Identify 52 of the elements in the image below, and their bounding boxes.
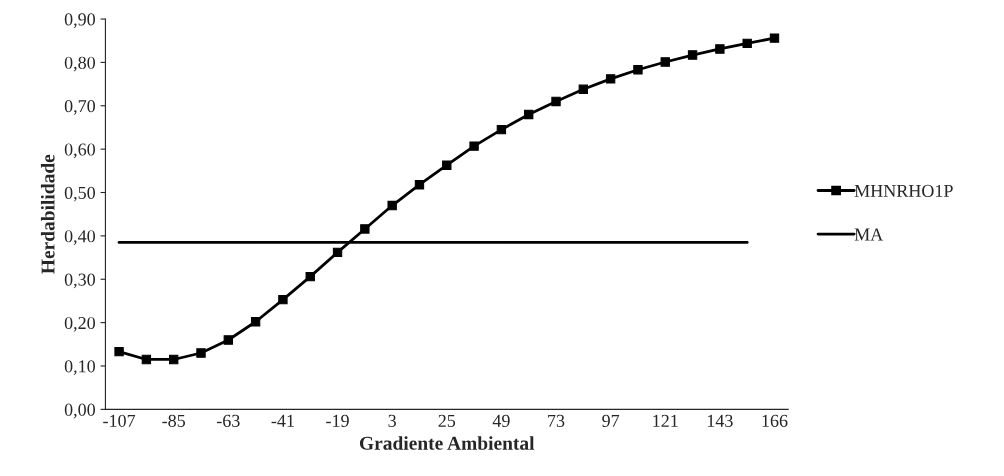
point [578,84,589,94]
y-tick-label: 0,10 [64,360,96,376]
y-tick-label: 0,00 [64,403,96,419]
point [141,354,152,365]
x-tick-label: -19 [326,414,349,427]
point [414,180,425,190]
point [196,348,206,358]
x-tick-label: -107 [103,414,136,427]
point [332,247,343,258]
y-tick-label: 0,40 [64,230,96,245]
y-tick-label: 0,80 [64,56,96,72]
x-tick-label: -63 [216,414,240,427]
point [387,200,397,211]
x-tick-label: -41 [271,414,294,427]
point [742,38,752,49]
point [442,160,452,170]
point [305,271,315,282]
point [250,317,261,327]
legend-label: MA [854,228,884,241]
point [660,57,670,67]
x-tick-label: 143 [707,414,733,427]
y-tick-label: 0,60 [64,143,96,159]
point [687,50,698,60]
x-axis-title: Gradiente Ambiental [359,436,535,450]
y-tick-label: 0,70 [64,100,96,115]
x-tick-label: 3 [388,414,396,427]
y-tick-label: 0,30 [64,273,96,289]
point [605,74,616,84]
point [469,141,479,151]
point [114,346,124,357]
x-tick-label: 166 [762,414,788,427]
x-tick-label: 73 [548,414,565,427]
y-tick-label: 0,50 [64,186,96,202]
point [715,44,725,54]
y-tick-label: 0,20 [64,316,96,332]
y-tick-label: 0,90 [64,13,96,29]
point [551,96,561,107]
point [769,33,780,43]
y-axis-title: Herdabilidade [40,154,55,274]
x-tick-label: 121 [653,414,678,427]
point [223,335,233,345]
x-tick-label: -85 [162,414,186,427]
point [633,65,643,75]
point [278,294,288,305]
x-tick-label: 49 [492,414,510,427]
point [169,354,179,365]
point [496,124,507,135]
legend-label: MHNRHO1P [854,184,953,197]
x-tick-label: 97 [602,414,620,427]
x-tick-label: 25 [438,414,456,427]
point [524,109,534,120]
point [360,224,370,234]
